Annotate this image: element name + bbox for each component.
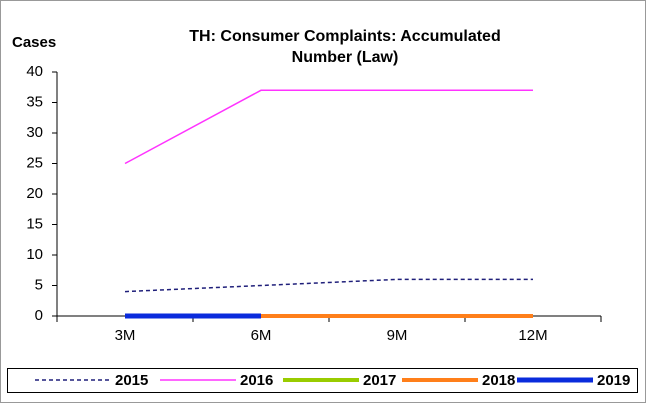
series-line (124, 278, 533, 293)
y-tick-label: 20 (26, 185, 43, 202)
y-tick-label: 15 (26, 215, 43, 232)
legend-label: 2015 (115, 372, 148, 389)
x-tick-label: 9M (387, 327, 408, 344)
series-line (124, 89, 533, 165)
y-tick-label: 0 (35, 307, 43, 324)
chart-title: TH: Consumer Complaints: Accumulated Num… (189, 28, 501, 66)
y-tick-label: 25 (26, 154, 43, 171)
y-tick-label: 10 (26, 246, 43, 263)
x-tick-label: 12M (518, 327, 547, 344)
y-tick-label: 30 (26, 124, 43, 141)
y-axis-label: Cases (12, 34, 56, 51)
legend-label: 2016 (240, 372, 273, 389)
y-tick-label: 5 (35, 276, 43, 293)
legend-label: 2019 (597, 372, 630, 389)
y-tick-label: 40 (26, 63, 43, 80)
legend-label: 2017 (363, 372, 396, 389)
x-tick-label: 6M (251, 327, 272, 344)
x-tick-label: 3M (115, 327, 136, 344)
legend-label: 2018 (482, 372, 515, 389)
y-tick-label: 35 (26, 93, 43, 110)
legend-box (7, 368, 638, 393)
